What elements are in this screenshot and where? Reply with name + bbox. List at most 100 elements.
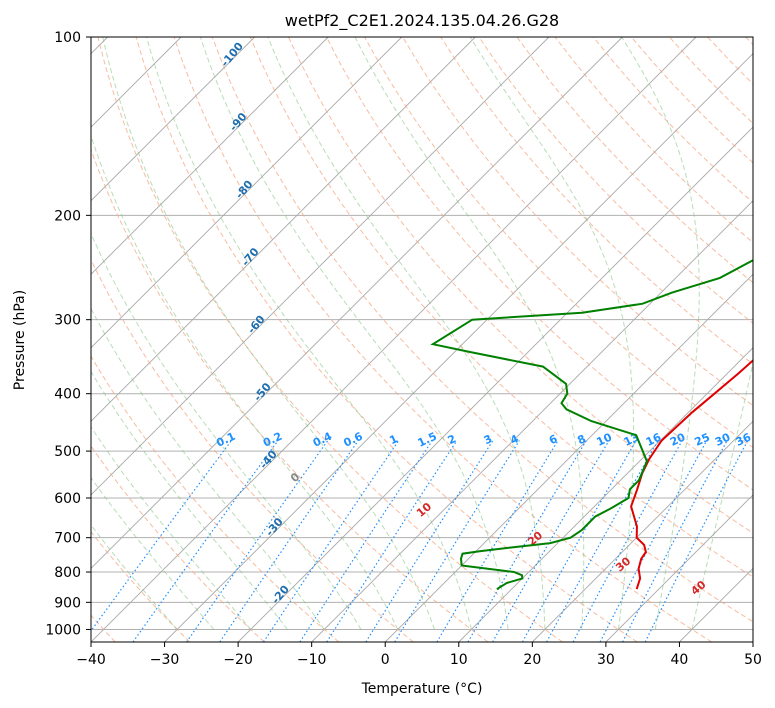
mixing-ratio-label: 1.5	[416, 430, 439, 450]
isotherm-line	[605, 494, 753, 642]
mixing-ratio-line	[622, 440, 728, 642]
moist-adiabat-line	[91, 476, 215, 630]
mixing-ratio-label: 0.1	[214, 430, 237, 450]
isotherm-line	[311, 200, 753, 642]
mixing-ratio-label: 0.6	[342, 430, 365, 450]
moist-adiabat-label: 10	[414, 500, 434, 520]
dry-adiabat-line	[516, 37, 753, 284]
dry-adiabat-label: -30	[263, 515, 286, 539]
dry-adiabat-line	[91, 445, 265, 642]
y-tick-label: 100	[54, 30, 81, 46]
x-tick-label: −10	[297, 652, 327, 668]
y-axis-label: Pressure (hPa)	[12, 290, 28, 390]
mixing-ratio-line	[91, 440, 232, 632]
moist-adiabat-line	[91, 307, 325, 630]
y-tick-label: 500	[54, 444, 81, 460]
x-tick-label: −40	[76, 652, 106, 668]
dry-adiabat-line	[440, 37, 753, 365]
mixing-ratio-line	[644, 440, 749, 642]
isotherm-line	[91, 37, 550, 496]
dry-adiabat-line	[326, 37, 753, 491]
dry-adiabat-line	[91, 148, 489, 642]
x-tick-label: 30	[597, 652, 615, 668]
dry-adiabat-line	[135, 37, 638, 642]
mixing-ratio-line	[436, 440, 559, 642]
y-tick-label: 1000	[45, 622, 81, 638]
mixing-ratio-label: 0.2	[261, 430, 284, 450]
x-tick-label: 0	[381, 652, 390, 668]
dry-adiabat-line	[592, 37, 753, 204]
mixing-ratio-label: 6	[547, 432, 560, 447]
mixing-ratio-label: 3	[482, 432, 494, 447]
isotherm-line	[237, 126, 753, 642]
isotherm-line	[752, 641, 753, 642]
moist-adiabat-line	[102, 37, 436, 630]
isotherm-line	[384, 273, 753, 642]
moist-adiabat-line	[267, 37, 546, 630]
x-tick-label: 40	[671, 652, 689, 668]
dry-adiabat-line	[707, 37, 753, 85]
moist-adiabat-line	[469, 37, 635, 630]
isotherm-line	[531, 420, 753, 642]
y-tick-label: 300	[54, 313, 81, 329]
y-tick-label: 800	[54, 565, 81, 581]
x-tick-label: −20	[223, 652, 253, 668]
mixing-ratio-line	[186, 440, 329, 642]
mixing-ratio-label: 25	[693, 431, 712, 449]
x-axis-label: Temperature (°C)	[361, 681, 483, 697]
dewpoint-profile-line	[430, 259, 753, 590]
moist-adiabat-line	[91, 232, 362, 630]
dry-adiabat-label: -50	[251, 380, 274, 404]
dry-adiabat-line	[554, 37, 753, 244]
dry-adiabat-label: -100	[218, 40, 246, 70]
mixing-ratio-label: 10	[595, 430, 615, 448]
mixing-ratio-line	[299, 440, 433, 642]
mixing-ratio-line	[394, 440, 520, 642]
mixing-ratio-line	[262, 440, 400, 642]
moist-adiabat-line	[354, 37, 585, 630]
dry-adiabat-line	[669, 37, 753, 125]
dry-adiabat-line	[91, 531, 191, 642]
isotherm-line	[458, 347, 753, 642]
moist-adiabat-line	[91, 134, 399, 630]
dry-adiabat-line	[211, 37, 753, 623]
y-tick-label: 200	[54, 208, 81, 224]
mixing-ratio-line	[219, 440, 359, 642]
x-tick-label: 10	[450, 652, 468, 668]
mixing-ratio-label: 20	[668, 430, 688, 448]
mixing-ratio-line	[521, 440, 637, 642]
x-tick-label: 20	[523, 652, 541, 668]
moist-adiabat-line	[146, 37, 472, 630]
isotherm-line	[91, 37, 476, 422]
dry-adiabat-line	[249, 37, 753, 578]
plot-frame	[90, 36, 754, 643]
isotherm-line	[91, 37, 697, 642]
mixing-ratio-line	[492, 440, 610, 642]
isotherm-line	[91, 37, 329, 275]
moist-adiabat-line	[199, 37, 509, 630]
mixing-ratio-line	[365, 440, 494, 642]
y-tick-label: 400	[54, 387, 81, 403]
dry-adiabat-line	[91, 355, 340, 642]
moist-adiabat-label: 40	[688, 578, 708, 598]
mixing-ratio-label: 16	[644, 430, 664, 448]
dry-adiabat-label: -10	[275, 650, 298, 674]
mixing-ratio-label: 8	[575, 432, 587, 447]
isotherm-line	[679, 567, 753, 642]
y-tick-label: 600	[54, 491, 81, 507]
dry-adiabat-label: -80	[233, 178, 256, 202]
dry-adiabat-line	[402, 37, 753, 407]
mixing-ratio-line	[572, 440, 683, 642]
dry-adiabat-line	[478, 37, 753, 324]
dry-adiabat-line	[745, 37, 753, 46]
mixing-ratio-line	[326, 440, 458, 642]
moist-adiabat-line	[691, 360, 753, 630]
moist-adiabat-line	[621, 37, 700, 630]
moist-adiabat-line	[91, 370, 288, 630]
mixing-ratio-line	[599, 440, 708, 642]
dry-adiabat-line	[364, 37, 753, 449]
mixing-ratio-label: 36	[734, 430, 754, 448]
isotherm-line	[91, 37, 403, 349]
mixing-ratio-label: 1	[387, 432, 399, 447]
